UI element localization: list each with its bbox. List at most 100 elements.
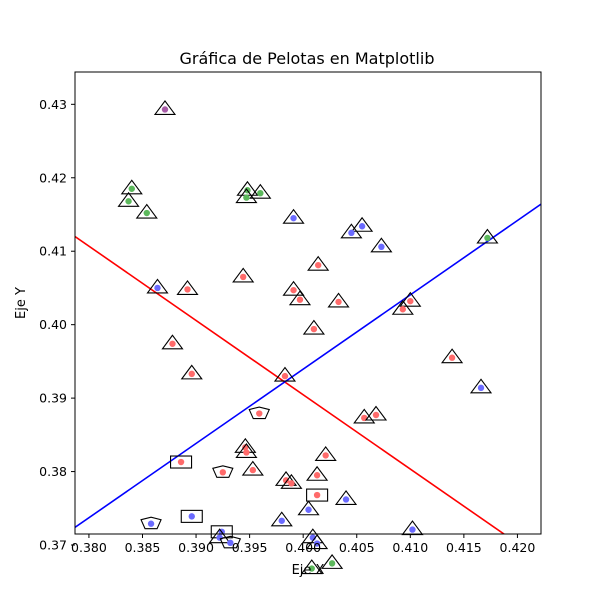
- triangle-marker: [274, 470, 298, 486]
- triangle-marker: [241, 460, 264, 476]
- triangle-marker: [327, 292, 350, 308]
- data-point: [280, 473, 303, 489]
- square-marker: [170, 455, 193, 469]
- point-dot: [308, 565, 315, 572]
- point-dot: [314, 261, 322, 269]
- data-point: [370, 237, 393, 253]
- data-point: [300, 559, 323, 575]
- point-dot: [335, 298, 342, 306]
- point-dot: [128, 185, 135, 192]
- trend-lines: [75, 203, 541, 534]
- data-point: [232, 267, 255, 283]
- data-point: [364, 405, 388, 421]
- data-point: [297, 500, 320, 516]
- y-tick-label: 0.38: [39, 464, 67, 479]
- x-tick-label: 0.380: [71, 540, 107, 555]
- x-axis-label: Eje X: [292, 563, 325, 578]
- point-dot: [328, 560, 336, 567]
- blue-trend-line: [75, 203, 541, 529]
- x-tick-label: 0.415: [446, 540, 482, 555]
- data-point: [170, 455, 193, 469]
- data-point: [399, 291, 422, 307]
- triangle-marker: [176, 279, 199, 295]
- triangle-marker: [307, 255, 330, 271]
- triangle-marker: [306, 465, 329, 481]
- data-point: [180, 364, 203, 380]
- triangle-marker: [235, 443, 258, 459]
- triangle-marker: [232, 267, 255, 283]
- point-dot: [310, 325, 318, 333]
- data-point: [212, 465, 234, 478]
- y-tick-label: 0.43: [39, 97, 67, 112]
- data-point: [282, 280, 305, 296]
- triangle-marker: [280, 473, 303, 489]
- point-dot: [313, 472, 321, 479]
- point-dot: [219, 469, 227, 476]
- pentagon-marker: [248, 406, 271, 420]
- point-dot: [407, 297, 414, 305]
- data-point: [306, 534, 329, 550]
- data-point: [135, 203, 158, 219]
- square-marker: [306, 488, 329, 502]
- triangle-marker: [340, 223, 363, 239]
- point-dot: [169, 340, 176, 347]
- point-dot: [342, 496, 350, 503]
- point-dot: [188, 370, 195, 378]
- data-point: [469, 378, 493, 394]
- point-dot: [242, 444, 249, 451]
- y-tick-label: 0.39: [39, 391, 67, 406]
- point-dot: [348, 229, 355, 237]
- point-dot: [243, 449, 250, 456]
- data-point: [321, 553, 344, 569]
- data-point: [270, 511, 293, 527]
- triangle-marker: [120, 179, 143, 195]
- x-tick-label: 0.420: [500, 540, 536, 555]
- y-tick-label: 0.42: [39, 170, 67, 185]
- x-tick-label: 0.390: [178, 540, 214, 555]
- point-dot: [147, 520, 155, 527]
- point-dot: [399, 306, 407, 313]
- triangle-marker: [334, 490, 358, 506]
- triangle-marker: [469, 378, 493, 394]
- point-dot: [125, 198, 132, 205]
- triangle-marker: [440, 348, 464, 364]
- red-trend-line: [75, 235, 506, 534]
- data-point: [476, 228, 499, 244]
- x-tick-label: 0.395: [232, 540, 268, 555]
- point-dot: [161, 106, 169, 113]
- data-point: [161, 334, 184, 350]
- point-dot: [296, 296, 304, 303]
- triangle-marker: [161, 334, 184, 350]
- x-tick-label: 0.400: [285, 540, 321, 555]
- y-axis-ticks: 0.37 0.38 0.39 0.40 0.41 0.42 0.43: [39, 97, 75, 553]
- point-dot: [278, 517, 285, 524]
- point-dot: [188, 513, 195, 520]
- point-dot: [282, 477, 290, 484]
- chart-title: Gráfica de Pelotas en Matplotlib: [180, 49, 435, 68]
- data-point: [120, 179, 143, 195]
- data-point: [180, 509, 203, 523]
- y-tick-label: 0.41: [39, 244, 67, 259]
- data-point: [334, 490, 358, 506]
- point-dot: [477, 384, 485, 392]
- x-tick-label: 0.405: [339, 540, 375, 555]
- data-point: [288, 290, 312, 306]
- data-point: [248, 406, 271, 420]
- point-dot: [256, 410, 263, 417]
- point-dot: [313, 491, 321, 499]
- triangle-marker: [282, 208, 305, 224]
- triangle-marker: [300, 559, 323, 575]
- point-dot: [281, 372, 289, 380]
- triangle-marker: [302, 319, 325, 335]
- data-point: [306, 465, 329, 481]
- point-dot: [143, 209, 150, 217]
- x-tick-label: 0.410: [392, 540, 428, 555]
- data-point: [117, 191, 140, 207]
- point-dot: [484, 234, 491, 242]
- data-point: [208, 528, 231, 544]
- pentagon-marker: [212, 465, 234, 478]
- point-dot: [358, 223, 366, 230]
- triangle-marker: [117, 191, 140, 207]
- triangle-marker: [401, 520, 424, 536]
- triangle-marker: [180, 364, 203, 380]
